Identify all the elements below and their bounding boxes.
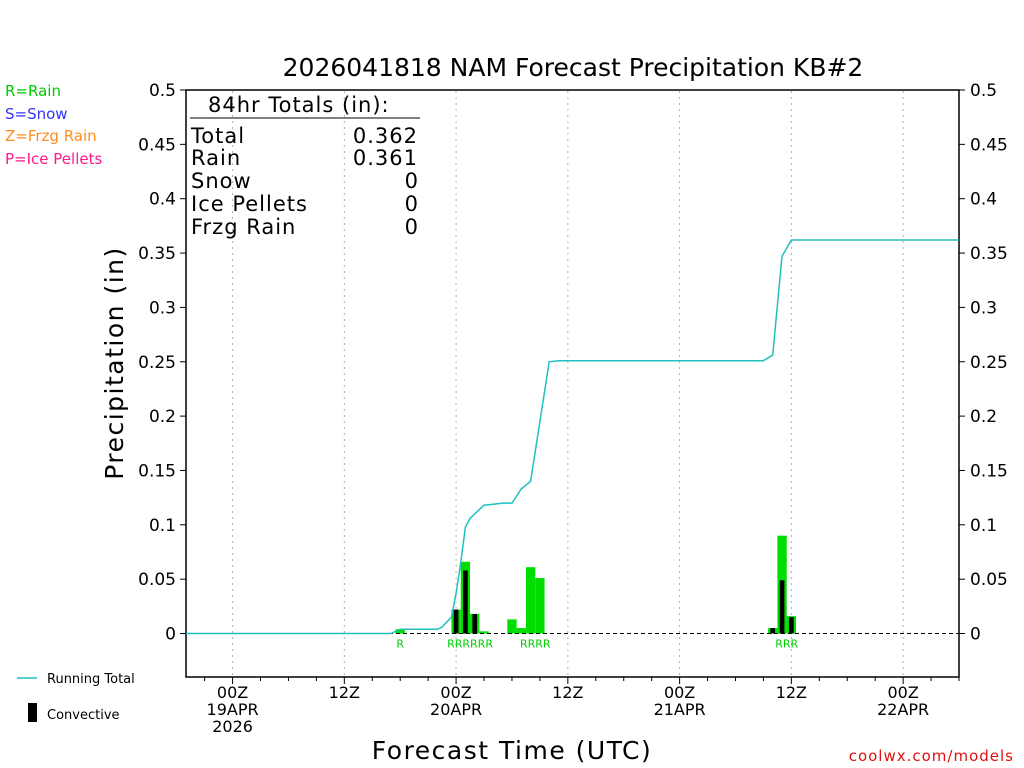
- precip-bar: [395, 629, 405, 634]
- y-tick-label-right: 0.15: [970, 461, 1008, 481]
- chart-title: 2026041818 NAM Forecast Precipitation KB…: [283, 53, 864, 82]
- convective-bar: [770, 628, 776, 634]
- y-tick-label-right: 0.45: [970, 135, 1008, 155]
- precip-bar: [525, 567, 536, 634]
- y-tick-label-right: 0.35: [970, 244, 1008, 264]
- legend-ice-pellets: P=Ice Pellets: [5, 150, 102, 168]
- y-tick-label-left: 0.5: [149, 81, 176, 101]
- totals-label-frzg-rain: Frzg Rain: [191, 215, 296, 239]
- ptype-legend: R=Rain S=Snow Z=Frzg Rain P=Ice Pellets: [5, 82, 102, 168]
- convective-legend-swatch: [28, 703, 37, 722]
- precip-bar: [535, 578, 545, 634]
- totals-value-total: 0.362: [353, 124, 418, 148]
- x-tick-label: 19APR: [207, 700, 259, 719]
- precip-bars: [395, 535, 797, 634]
- y-tick-label-left: 0.45: [138, 135, 176, 155]
- credit-text: coolwx.com/models: [849, 747, 1014, 765]
- legend-rain: R=Rain: [5, 82, 61, 100]
- convective-bar: [463, 570, 468, 634]
- x-tick-label: 20APR: [430, 700, 482, 719]
- y-tick-label-right: 0.5: [970, 81, 997, 101]
- plot-frame: [185, 89, 960, 678]
- x-tick-label: 00Z: [664, 683, 695, 702]
- totals-label-snow: Snow: [191, 169, 252, 193]
- grid-lines: [232, 91, 904, 676]
- y-tick-label-left: 0.2: [149, 407, 176, 427]
- convective-bar: [789, 617, 794, 634]
- x-tick-label: 12Z: [552, 683, 583, 702]
- y-tick-label-right: 0.4: [970, 190, 997, 210]
- x-tick-label: 00Z: [887, 683, 918, 702]
- x-tick-label: 21APR: [654, 700, 706, 719]
- precip-bar: [507, 619, 517, 634]
- totals-label-total: Total: [190, 124, 245, 148]
- y-axis: 0 00.05 0.050.1 0.10.15 0.150.2 0.20.25 0.250.…: [138, 81, 1008, 645]
- totals-value-snow: 0: [405, 169, 418, 193]
- ptype-label: R: [396, 638, 404, 651]
- totals-heading: 84hr Totals (in):: [208, 93, 390, 117]
- y-tick-label-left: 0.35: [138, 244, 176, 264]
- y-tick-label-left: 0.1: [149, 516, 176, 536]
- convective-legend-label: Convective: [47, 708, 120, 723]
- ptype-label: RRRRRR: [447, 638, 493, 651]
- y-axis-label: Precipitation (in): [100, 246, 129, 480]
- legend-snow: S=Snow: [5, 105, 68, 123]
- totals-value-ice-pellets: 0: [405, 192, 418, 216]
- y-tick-label-right: 0.25: [970, 353, 1008, 373]
- totals-value-rain: 0.361: [353, 146, 418, 170]
- ptype-label: RRR: [775, 638, 798, 651]
- precip-bar: [479, 631, 489, 634]
- convective-bar: [779, 580, 785, 634]
- y-tick-label-left: 0.25: [138, 353, 176, 373]
- y-tick-label-right: 0.05: [970, 570, 1008, 590]
- ptype-labels: R RRRRRR RRRR RRR: [396, 638, 798, 651]
- y-tick-label-left: 0.4: [149, 190, 176, 210]
- x-tick-label: 00Z: [217, 683, 248, 702]
- running-total-legend-label: Running Total: [47, 672, 135, 687]
- y-tick-label-left: 0.3: [149, 298, 176, 318]
- series-legend: Running Total Convective: [17, 672, 135, 723]
- x-tick-label: 12Z: [329, 683, 360, 702]
- totals-label-rain: Rain: [191, 146, 241, 170]
- legend-frzg-rain: Z=Frzg Rain: [5, 127, 97, 145]
- ptype-label: RRRR: [520, 638, 551, 651]
- y-tick-label-right: 0: [970, 625, 981, 645]
- x-tick-label: 12Z: [776, 683, 807, 702]
- y-tick-label-right: 0.2: [970, 407, 997, 427]
- x-tick-label: 2026: [212, 717, 253, 736]
- y-tick-label-right: 0.1: [970, 516, 997, 536]
- convective-bar: [472, 613, 478, 634]
- y-tick-label-left: 0.15: [138, 461, 176, 481]
- x-tick-label: 22APR: [877, 700, 929, 719]
- running-total-line: [186, 239, 959, 635]
- x-tick-label: 00Z: [440, 683, 471, 702]
- totals-value-frzg-rain: 0: [405, 215, 418, 239]
- y-tick-label-left: 0: [165, 625, 176, 645]
- y-tick-label-left: 0.05: [138, 570, 176, 590]
- precip-bar: [516, 628, 526, 634]
- x-axis-label: Forecast Time (UTC): [372, 736, 652, 765]
- totals-box: 84hr Totals (in): Total 0.362 Rain 0.361…: [190, 93, 420, 239]
- y-tick-label-right: 0.3: [970, 298, 997, 318]
- convective-bar: [453, 609, 459, 634]
- totals-label-ice-pellets: Ice Pellets: [191, 192, 308, 216]
